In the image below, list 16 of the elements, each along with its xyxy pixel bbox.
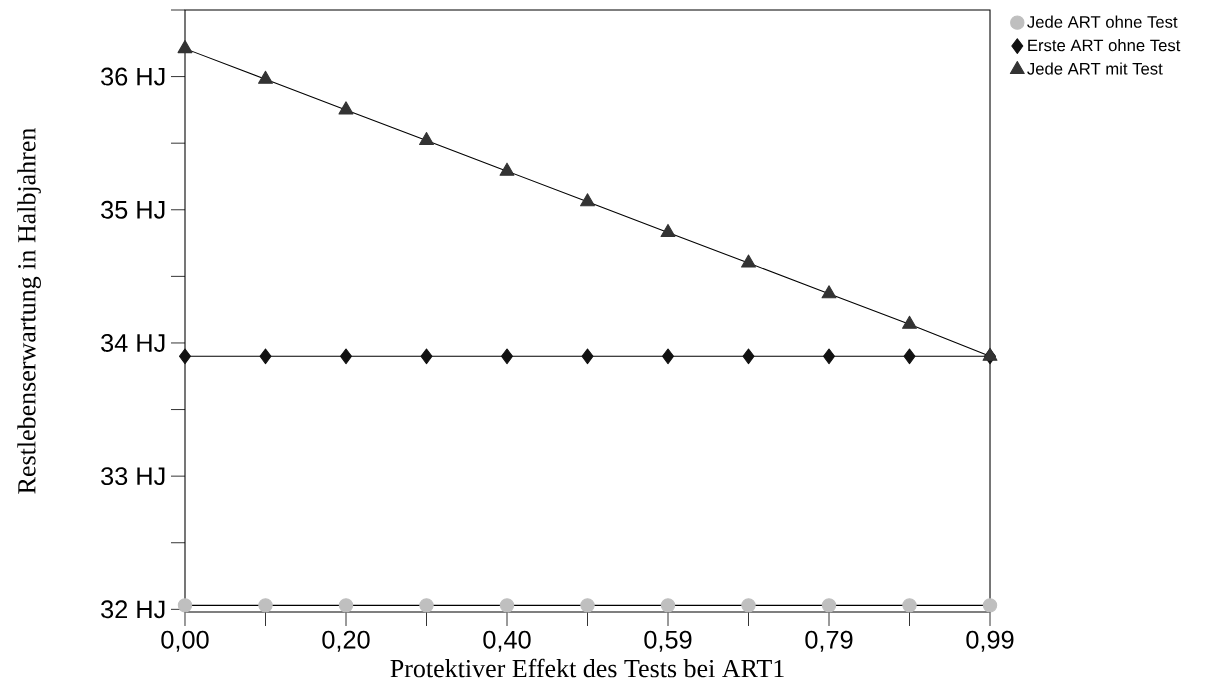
x-axis-title: Protektiver Effekt des Tests bei ART1 [390,658,784,678]
x-tick-label: 0,79 [805,630,853,652]
legend-label: Erste ART ohne Test [1028,39,1181,52]
y-tick-label: 34 HJ [101,333,165,352]
y-tick-label: 33 HJ [101,467,165,486]
legend-label: Jede ART mit Test [1027,62,1163,75]
x-tick-label: 0,00 [161,630,209,652]
y-tick-label: 36 HJ [101,67,165,86]
x-tick-label: 0,20 [322,630,370,652]
legend-label: Jede ART ohne Test [1027,15,1178,28]
x-tick-label: 0,59 [644,630,692,652]
x-tick-label: 0,99 [966,630,1014,652]
y-tick-label: 32 HJ [101,600,165,619]
y-tick-label: 35 HJ [101,200,165,219]
x-tick-label: 0,40 [483,630,531,652]
y-axis-title: Restlebenserwartung in Halbjahren [17,128,41,494]
